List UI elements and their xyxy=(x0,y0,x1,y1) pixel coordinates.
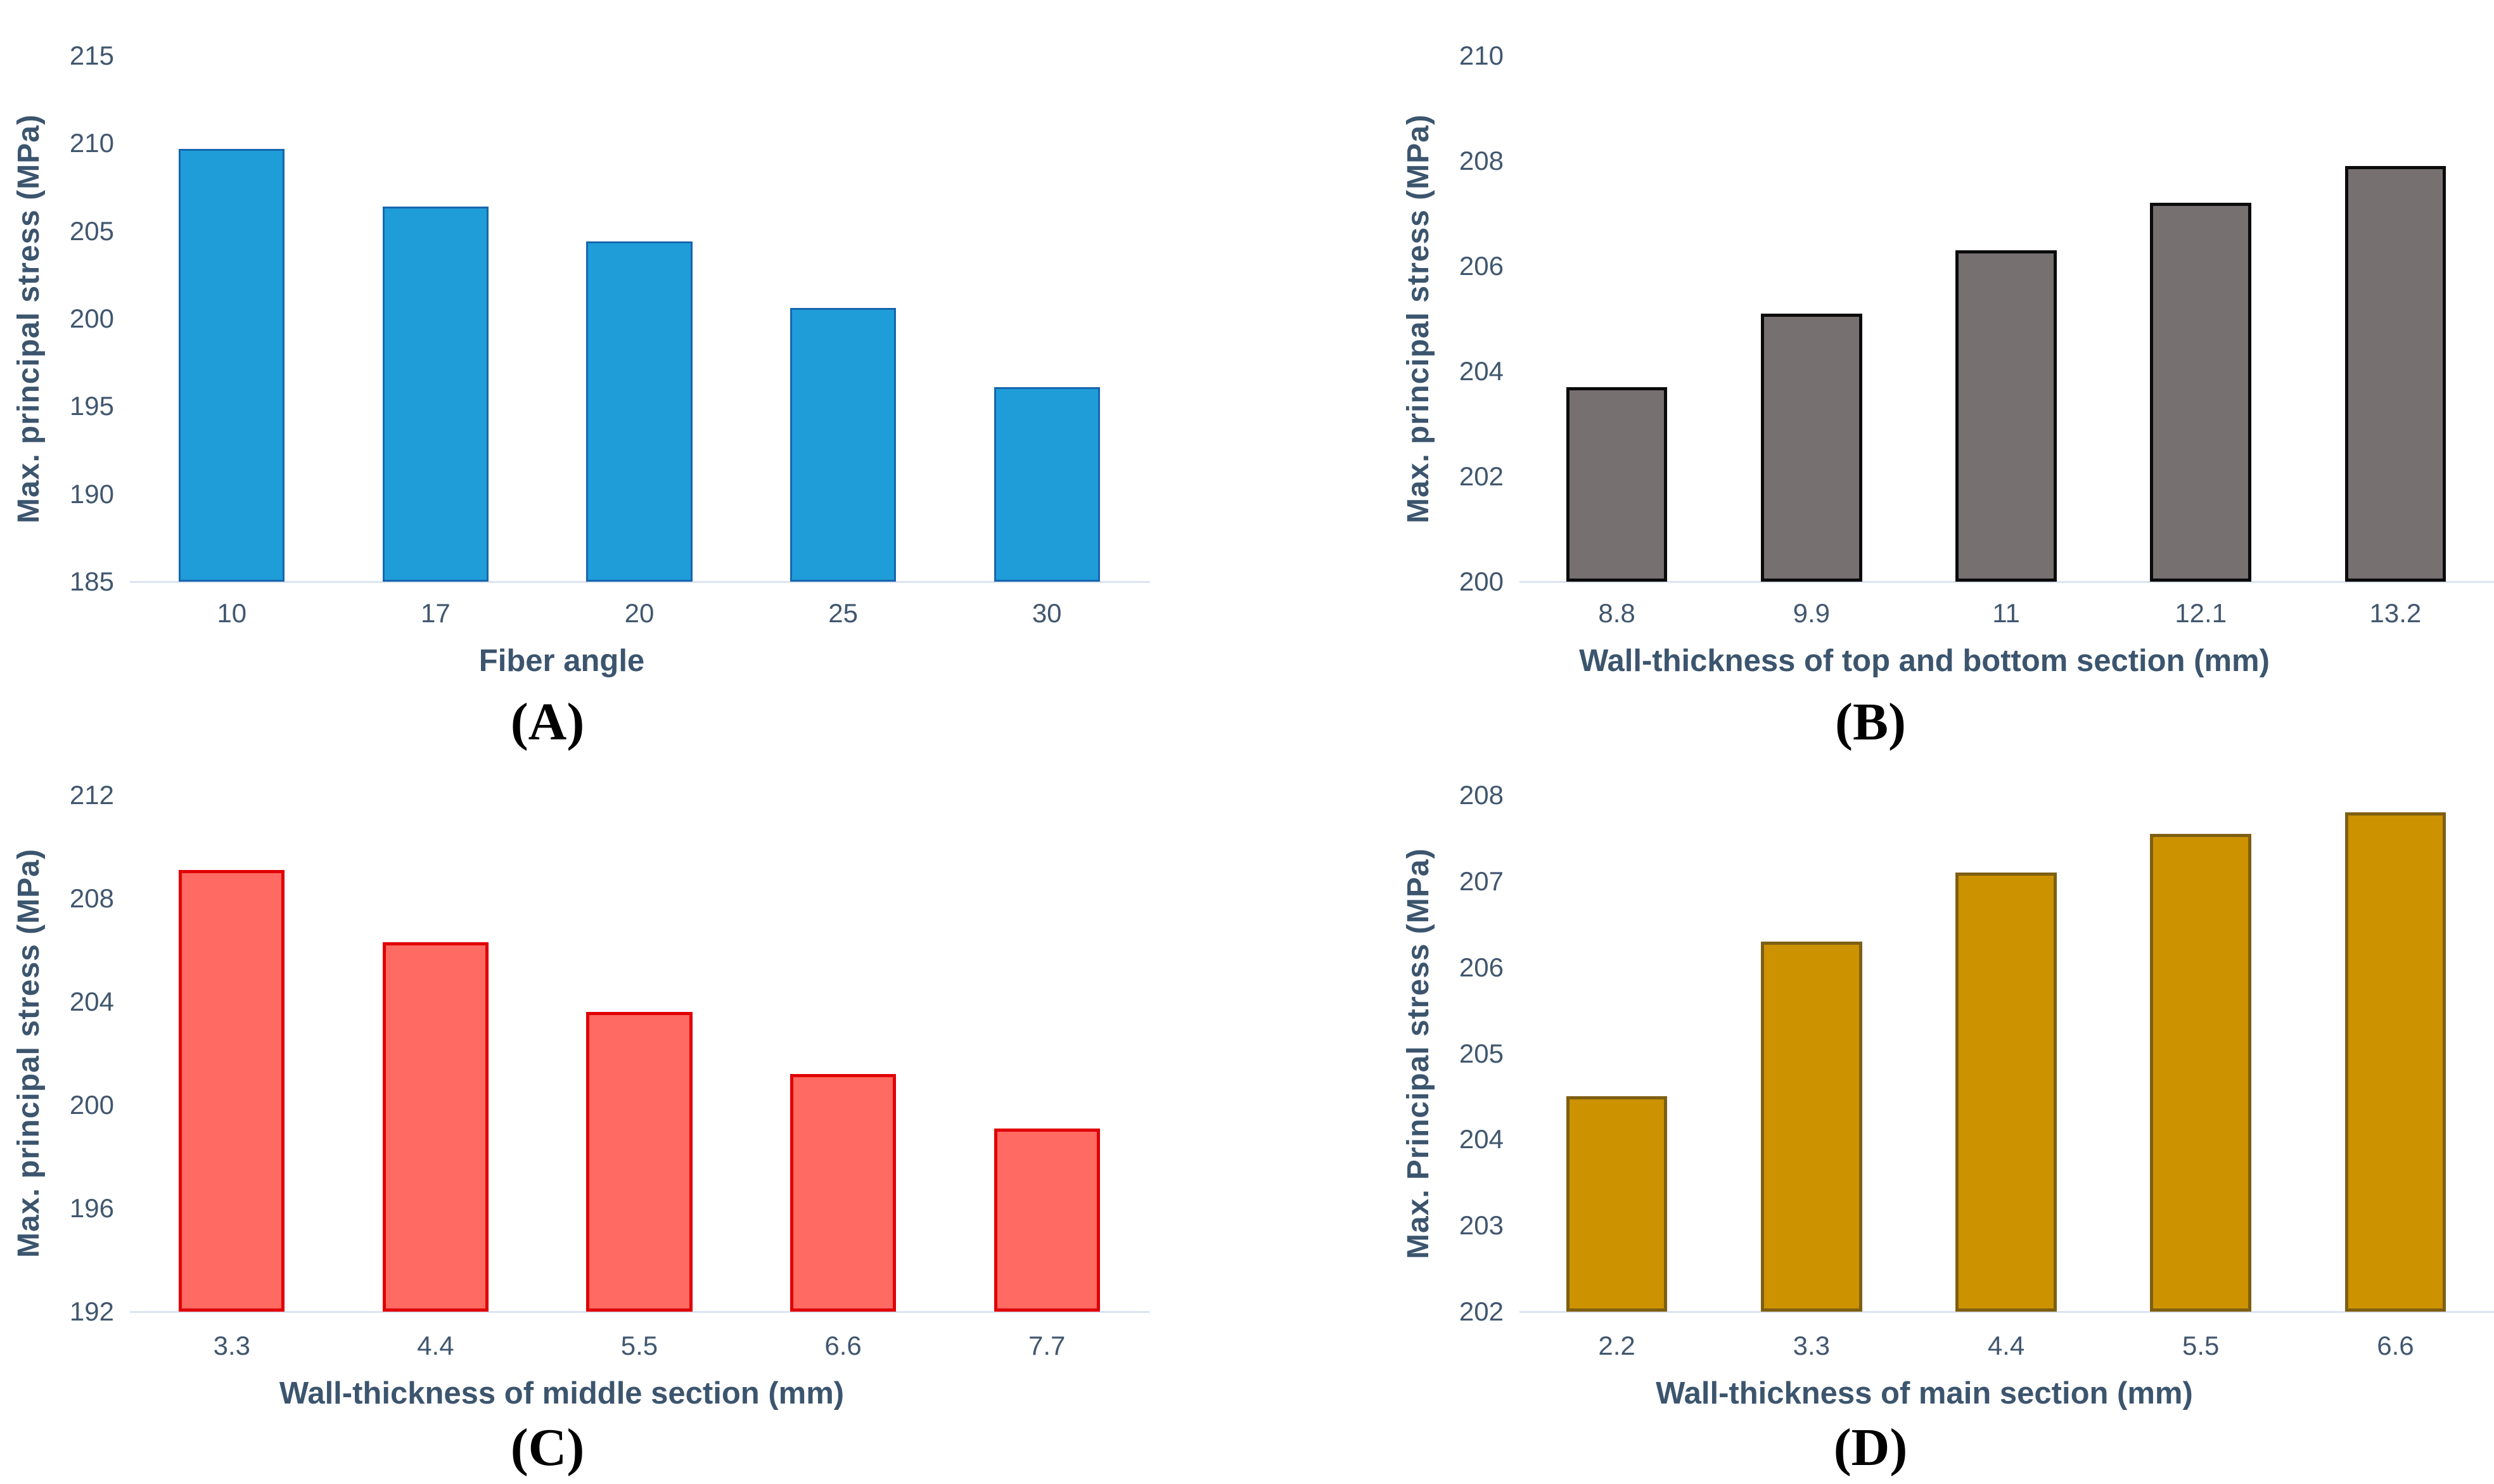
y-axis-tick-labels: 202 203 204 205 206 207 208 xyxy=(1429,782,1504,1325)
x-axis-tick-labels: 2.2 3.3 4.4 5.5 6.6 xyxy=(1519,1331,2493,1360)
bar-9.9 xyxy=(1760,313,1862,582)
x-axis-title: Wall-thickness of main section (mm) xyxy=(1656,1376,2193,1410)
chart-panel-b: Max. principal stress (MPa) 200 202 204 206… xyxy=(1247,0,2494,749)
bar-8.8 xyxy=(1566,387,1668,582)
x-axis-title: Wall-thickness of top and bottom section… xyxy=(1579,644,2270,678)
bar-13.2 xyxy=(2344,166,2446,582)
bar-4.4 xyxy=(1955,873,2057,1312)
x-tick-label: 7.7 xyxy=(1028,1331,1066,1360)
x-tick-label: 17 xyxy=(421,598,451,628)
y-axis-tick-labels: 185 190 195 200 205 210 215 xyxy=(39,42,114,595)
x-tick-label: 20 xyxy=(624,598,655,628)
panel-letter-c: (C) xyxy=(510,1418,585,1477)
bar-5.5 xyxy=(586,1012,693,1312)
plot-area xyxy=(130,56,1150,583)
y-tick-label: 196 xyxy=(69,1193,114,1223)
bar-2.2 xyxy=(1566,1096,1668,1312)
x-tick-label: 30 xyxy=(1032,598,1062,628)
y-tick-label: 204 xyxy=(1459,356,1504,386)
x-tick-label: 5.5 xyxy=(2182,1331,2220,1360)
y-tick-label: 210 xyxy=(69,128,114,158)
bar-3.3 xyxy=(179,870,285,1312)
x-axis-title: Fiber angle xyxy=(478,644,645,678)
y-tick-label: 202 xyxy=(1459,1296,1504,1326)
y-tick-label: 195 xyxy=(69,391,114,421)
x-tick-label: 5.5 xyxy=(620,1331,658,1360)
x-tick-label: 2.2 xyxy=(1598,1331,1635,1360)
y-tick-label: 203 xyxy=(1459,1210,1504,1241)
x-tick-label: 8.8 xyxy=(1598,598,1635,628)
bar-6.6 xyxy=(2344,812,2446,1312)
chart-panel-c: Max. principal stress (MPa) 192 196 200 204… xyxy=(0,742,1247,1484)
bar-30 xyxy=(994,387,1100,582)
y-axis-tick-labels: 192 196 200 204 208 212 xyxy=(39,782,114,1325)
bar-6.6 xyxy=(790,1074,897,1312)
y-tick-label: 200 xyxy=(69,1090,114,1120)
y-tick-label: 206 xyxy=(1459,251,1504,281)
x-axis-tick-labels: 10 17 20 25 30 xyxy=(130,598,1149,628)
panel-letter-d: (D) xyxy=(1833,1418,1908,1477)
x-tick-label: 4.4 xyxy=(1987,1331,2025,1360)
y-tick-label: 204 xyxy=(1459,1124,1504,1155)
panel-letter-a: (A) xyxy=(510,693,585,752)
bar-3.3 xyxy=(1760,941,1862,1312)
y-tick-label: 208 xyxy=(1459,146,1504,176)
x-axis-line xyxy=(1519,581,2494,583)
x-tick-label: 13.2 xyxy=(2369,598,2422,628)
x-tick-label: 10 xyxy=(217,598,247,628)
bar-25 xyxy=(790,308,897,582)
x-axis-line xyxy=(130,1311,1150,1313)
chart-panel-a: Max. principal stress (MPa) 185 190 195 200… xyxy=(0,0,1247,749)
x-axis-line xyxy=(130,581,1150,583)
y-tick-label: 207 xyxy=(1459,866,1504,896)
x-axis-tick-labels: 8.8 9.9 11 12.1 13.2 xyxy=(1519,598,2493,628)
plot-area xyxy=(1519,795,2494,1313)
y-tick-label: 215 xyxy=(69,41,114,70)
plot-area xyxy=(130,795,1150,1313)
y-tick-label: 192 xyxy=(69,1296,114,1326)
bar-10 xyxy=(179,148,285,582)
x-tick-label: 3.3 xyxy=(1793,1331,1830,1360)
bar-11 xyxy=(1955,250,2057,582)
x-tick-label: 25 xyxy=(828,598,858,628)
bar-5.5 xyxy=(2150,834,2252,1312)
y-tick-label: 205 xyxy=(1459,1038,1504,1068)
bar-17 xyxy=(382,206,489,582)
x-tick-label: 4.4 xyxy=(417,1331,454,1360)
chart-panel-d: Max. Principal stress (MPa) 202 203 204 205… xyxy=(1247,742,2494,1484)
y-tick-label: 205 xyxy=(69,215,114,246)
x-axis-line xyxy=(1519,1311,2494,1313)
x-tick-label: 3.3 xyxy=(213,1331,250,1360)
panel-letter-b: (B) xyxy=(1835,693,1906,752)
plot-area xyxy=(1519,56,2494,583)
y-tick-label: 202 xyxy=(1459,461,1504,491)
y-tick-label: 185 xyxy=(69,566,114,596)
bar-4.4 xyxy=(382,942,489,1312)
x-tick-label: 12.1 xyxy=(2175,598,2227,628)
y-tick-label: 190 xyxy=(69,478,114,509)
x-tick-label: 6.6 xyxy=(824,1331,862,1360)
x-axis-title: Wall-thickness of middle section (mm) xyxy=(279,1376,845,1410)
y-tick-label: 210 xyxy=(1459,41,1504,70)
y-tick-label: 204 xyxy=(69,987,114,1016)
x-tick-label: 6.6 xyxy=(2377,1331,2414,1360)
y-tick-label: 212 xyxy=(69,780,114,810)
y-tick-label: 208 xyxy=(69,883,114,913)
y-axis-tick-labels: 200 202 204 206 208 210 xyxy=(1429,42,1504,595)
y-tick-label: 206 xyxy=(1459,952,1504,982)
y-tick-label: 208 xyxy=(1459,780,1504,810)
x-tick-label: 9.9 xyxy=(1793,598,1830,628)
y-tick-label: 200 xyxy=(69,304,114,333)
bar-12.1 xyxy=(2150,203,2252,582)
x-tick-label: 11 xyxy=(1992,598,2020,628)
bar-20 xyxy=(586,241,693,582)
x-axis-tick-labels: 3.3 4.4 5.5 6.6 7.7 xyxy=(130,1331,1149,1360)
y-tick-label: 200 xyxy=(1459,566,1504,596)
bar-7.7 xyxy=(994,1128,1100,1312)
